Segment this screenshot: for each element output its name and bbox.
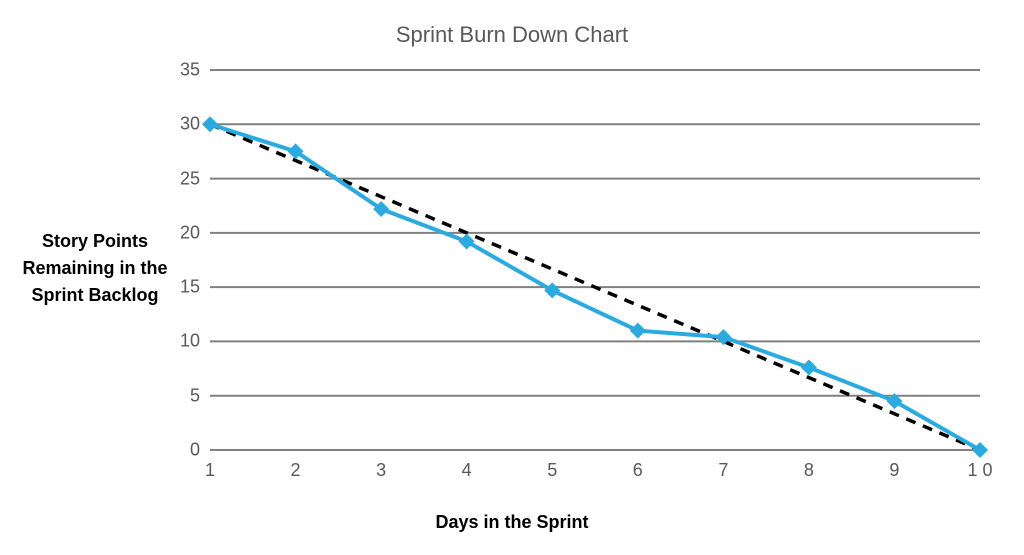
series-marker-actual <box>801 359 817 375</box>
plot-svg <box>210 70 980 450</box>
x-axis-label: Days in the Sprint <box>0 512 1024 533</box>
x-tick-label: 8 <box>804 460 814 481</box>
y-axis-label: Story Points Remaining in the Sprint Bac… <box>20 227 170 308</box>
x-tick-label: 4 <box>462 460 472 481</box>
y-tick-label: 25 <box>180 168 200 189</box>
x-tick-label: 9 <box>889 460 899 481</box>
y-tick-label: 30 <box>180 114 200 135</box>
y-tick-label: 20 <box>180 222 200 243</box>
y-tick-label: 5 <box>190 385 200 406</box>
series-marker-actual <box>459 234 475 250</box>
y-tick-label: 10 <box>180 331 200 352</box>
plot-area: 051015202530351234567891 0 <box>210 70 980 450</box>
series-marker-actual <box>630 323 646 339</box>
x-tick-label: 5 <box>547 460 557 481</box>
chart-title: Sprint Burn Down Chart <box>0 22 1024 48</box>
y-tick-label: 0 <box>190 440 200 461</box>
x-tick-label: 6 <box>633 460 643 481</box>
x-tick-label: 1 0 <box>967 460 992 481</box>
y-tick-label: 15 <box>180 277 200 298</box>
x-tick-label: 7 <box>718 460 728 481</box>
series-marker-actual <box>202 116 218 132</box>
series-marker-actual <box>544 282 560 298</box>
series-marker-actual <box>972 442 988 458</box>
x-tick-label: 1 <box>205 460 215 481</box>
burndown-chart: Sprint Burn Down Chart Story Points Rema… <box>0 0 1024 555</box>
x-tick-label: 2 <box>291 460 301 481</box>
y-tick-label: 35 <box>180 60 200 81</box>
x-tick-label: 3 <box>376 460 386 481</box>
